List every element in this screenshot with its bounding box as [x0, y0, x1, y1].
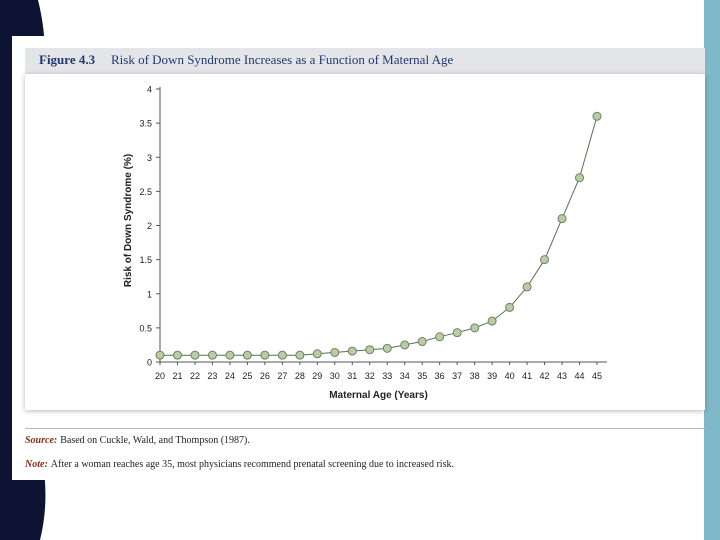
x-tick-label: 24 [225, 371, 235, 381]
data-point [172, 350, 182, 360]
x-tick-label: 36 [435, 371, 445, 381]
y-tick-label: 1 [147, 289, 152, 299]
source-label: Source: [25, 435, 58, 446]
x-tick-label: 25 [242, 371, 252, 381]
x-tick-label: 31 [347, 371, 357, 381]
x-tick-label: 35 [417, 371, 427, 381]
x-tick-label: 38 [470, 371, 480, 381]
series-line [160, 116, 598, 356]
x-tick-label: 29 [312, 371, 322, 381]
x-tick-label: 37 [452, 371, 462, 381]
x-tick-label: 23 [207, 371, 217, 381]
note-label: Note: [25, 459, 48, 470]
data-point [277, 350, 287, 360]
x-tick-label: 45 [592, 371, 602, 381]
note-text: After a woman reaches age 35, most physi… [50, 459, 454, 470]
x-tick-label: 34 [400, 371, 410, 381]
x-tick-label: 41 [522, 371, 532, 381]
y-tick-label: 0 [147, 358, 152, 368]
data-point [295, 350, 305, 360]
data-point [435, 332, 445, 342]
note-line: Note: After a woman reaches age 35, most … [25, 459, 454, 470]
x-tick-label: 22 [190, 371, 200, 381]
line-chart: 0 0.5 1 1.5 2 2.5 3 3.5 4 20 21 22 23 24 25 26 27 28 29 30 3… [123, 85, 607, 401]
y-tick-label: 4 [147, 85, 152, 95]
slide-content: Figure 4.3 Risk of Down Syndrome Increas… [12, 36, 705, 480]
data-point [155, 350, 165, 360]
y-tick-label: 0.5 [139, 323, 152, 333]
x-axis-label: Maternal Age (Years) [329, 390, 428, 401]
x-tick-label: 44 [575, 371, 585, 381]
x-tick-label: 28 [295, 371, 305, 381]
x-tick-label: 20 [155, 371, 165, 381]
y-axis-label: Risk of Down Syndrome (%) [123, 154, 134, 287]
figure-header [25, 48, 705, 74]
divider [25, 428, 705, 429]
data-point [452, 328, 462, 338]
chart-panel: 0 0.5 1 1.5 2 2.5 3 3.5 4 20 21 22 23 24 25 26 27 28 29 30 3… [25, 74, 705, 410]
source-line: Source: Based on Cuckle, Wald, and Thomps… [25, 435, 250, 446]
data-point [260, 350, 270, 360]
data-point [190, 350, 200, 360]
source-text: Based on Cuckle, Wald, and Thompson (198… [60, 435, 250, 446]
x-tick-label: 32 [365, 371, 375, 381]
data-point [382, 343, 392, 353]
data-point [592, 111, 602, 121]
x-tick-label: 39 [487, 371, 497, 381]
figure-title: Risk of Down Syndrome Increases as a Fun… [111, 52, 454, 67]
x-tick-label: 33 [382, 371, 392, 381]
y-tick-label: 3.5 [139, 119, 152, 129]
data-point [242, 350, 252, 360]
data-point [365, 345, 375, 355]
x-tick-label: 21 [172, 371, 182, 381]
data-point [225, 350, 235, 360]
x-tick-label: 42 [540, 371, 550, 381]
x-tick-label: 40 [505, 371, 515, 381]
x-tick-label: 30 [330, 371, 340, 381]
data-point [540, 255, 550, 265]
right-accent-bar [704, 0, 720, 540]
x-tick-label: 43 [557, 371, 567, 381]
data-point [330, 347, 340, 357]
data-point [312, 349, 322, 359]
y-tick-label: 3 [147, 153, 152, 163]
figure-number: Figure 4.3 [39, 52, 96, 67]
x-tick-label: 26 [260, 371, 270, 381]
data-point [207, 350, 217, 360]
data-point [400, 340, 410, 350]
data-point [487, 316, 497, 326]
data-point [505, 302, 515, 312]
data-point [522, 282, 532, 292]
data-point [557, 214, 567, 224]
y-tick-label: 2 [147, 221, 152, 231]
data-point [417, 337, 427, 347]
y-tick-label: 2.5 [139, 187, 152, 197]
data-point [347, 346, 357, 356]
data-point [470, 323, 480, 333]
x-tick-label: 27 [277, 371, 287, 381]
y-tick-label: 1.5 [139, 255, 152, 265]
data-point [575, 173, 585, 183]
